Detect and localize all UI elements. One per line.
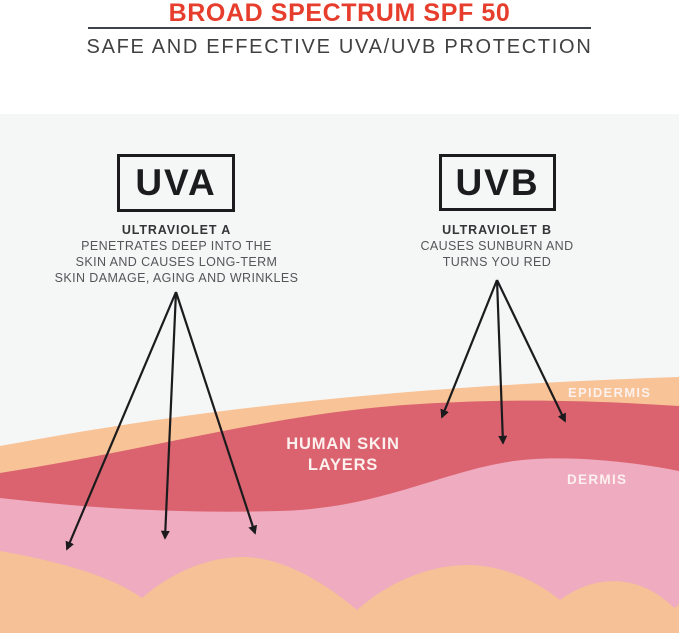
title-divider [88, 27, 591, 29]
uvb-line-2: TURNS YOU RED [442, 255, 552, 269]
uvb-ray-middle-icon [495, 279, 508, 445]
human-skin-layers-line-1: HUMAN SKIN [286, 435, 400, 453]
uvb-ray-left-icon [440, 279, 499, 419]
uvb-rays [440, 279, 566, 445]
uva-ray-right-icon [174, 291, 258, 535]
page-title: BROAD SPECTRUM SPF 50 [168, 0, 511, 27]
uva-heading: ULTRAVIOLET A [121, 223, 232, 237]
human-skin-layers-line-2: LAYERS [307, 456, 379, 474]
uva-line-3: SKIN DAMAGE, AGING AND WRINKLES [54, 271, 299, 285]
uvb-box-label: UVB [455, 161, 540, 203]
uva-ray-left-icon [65, 291, 178, 551]
uvb-line-1: CAUSES SUNBURN AND [420, 239, 574, 253]
epidermis-label: EPIDERMIS [568, 385, 652, 400]
uva-box-label: UVA [135, 162, 217, 203]
uva-line-1: PENETRATES DEEP INTO THE [81, 239, 272, 253]
uva-box: UVA [117, 154, 235, 212]
fat-layer-shape [0, 551, 679, 633]
dermis-label: DERMIS [567, 472, 628, 487]
uva-line-2: SKIN AND CAUSES LONG-TERM [75, 255, 278, 269]
uvb-description: ULTRAVIOLET B CAUSES SUNBURN AND TURNS Y… [378, 222, 616, 270]
uva-ray-middle-icon [160, 291, 178, 540]
human-skin-layers-label: HUMAN SKIN LAYERS [253, 434, 433, 476]
uva-description: ULTRAVIOLET A PENETRATES DEEP INTO THE S… [36, 222, 317, 286]
uvb-box: UVB [439, 154, 556, 211]
uvb-ray-right-icon [496, 279, 566, 423]
uvb-heading: ULTRAVIOLET B [442, 223, 552, 237]
page-subtitle: SAFE AND EFFECTIVE UVA/UVB PROTECTION [86, 36, 593, 58]
uva-rays [65, 291, 258, 551]
